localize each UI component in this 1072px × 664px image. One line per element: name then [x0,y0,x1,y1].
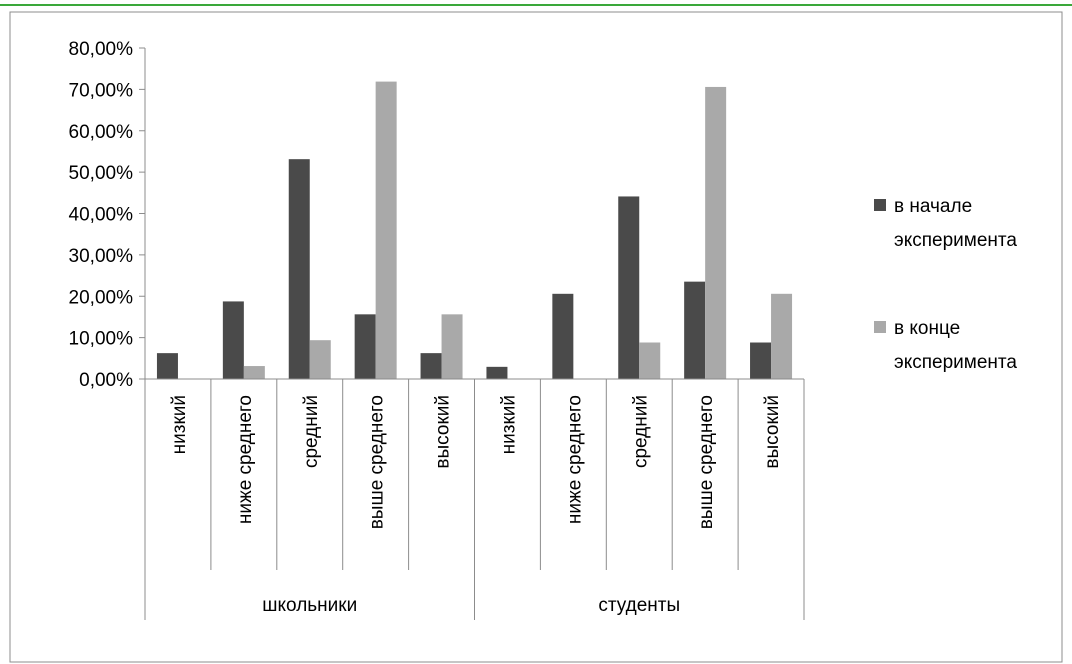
y-tick-label: 60,00% [69,122,134,143]
y-tick-label: 0,00% [79,370,133,391]
bar-start-7 [552,293,574,379]
bar-start-9 [684,281,706,379]
y-tick-label: 80,00% [69,39,134,60]
y-tick-label: 70,00% [69,80,134,101]
bar-end-8 [639,342,661,379]
x-category-label: высокий [762,395,783,469]
chart-area-border [9,11,1063,663]
legend-swatch [874,199,886,211]
bar-end-5 [441,314,463,379]
legend-label: в конце [894,318,960,339]
x-group-label: школьники [262,595,357,616]
bar-start-3 [288,159,310,379]
bar-end-10 [771,293,793,379]
bar-start-6 [486,366,508,379]
x-group-label: студенты [598,595,680,616]
legend-label: эксперимента [894,352,1017,373]
y-axis: 0,00% 10,00% 20,00% 30,00% 40,00% 50,00% 60,00… [69,39,146,391]
x-category-label: средний [630,395,651,468]
legend: в начале эксперимента в конце эксперимента [874,196,1017,373]
bar-start-10 [750,342,772,379]
y-tick-label: 50,00% [69,163,134,184]
bar-start-1 [156,353,178,379]
x-category-label: низкий [169,395,190,454]
y-tick-label: 30,00% [69,246,134,267]
bar-start-5 [420,353,442,379]
legend-label: в начале [894,196,972,217]
x-category-label: средний [301,395,322,468]
bar-end-9 [705,86,727,380]
bars [156,81,793,380]
legend-label: эксперимента [894,230,1017,251]
bar-start-4 [354,314,376,379]
legend-swatch [874,321,886,333]
bar-end-4 [375,81,397,379]
x-category-label: низкий [498,395,519,454]
x-category-label: ниже среднего [235,395,256,524]
x-category-label: ниже среднего [564,395,585,524]
frame-top [0,0,1072,6]
bar-end-2 [243,366,265,379]
frame-top-border [0,4,1072,6]
bar-start-2 [222,301,244,379]
x-category-label: выше среднего [696,395,717,529]
x-axis: низкий ниже среднего средний выше среднего в… [144,378,805,620]
y-tick-label: 10,00% [69,329,134,350]
bar-start-8 [618,196,640,379]
bar-end-3 [309,340,331,379]
y-tick-label: 20,00% [69,287,134,308]
y-tick-label: 40,00% [69,205,134,226]
x-category-label: выше среднего [367,395,388,529]
x-category-label: высокий [433,395,454,469]
